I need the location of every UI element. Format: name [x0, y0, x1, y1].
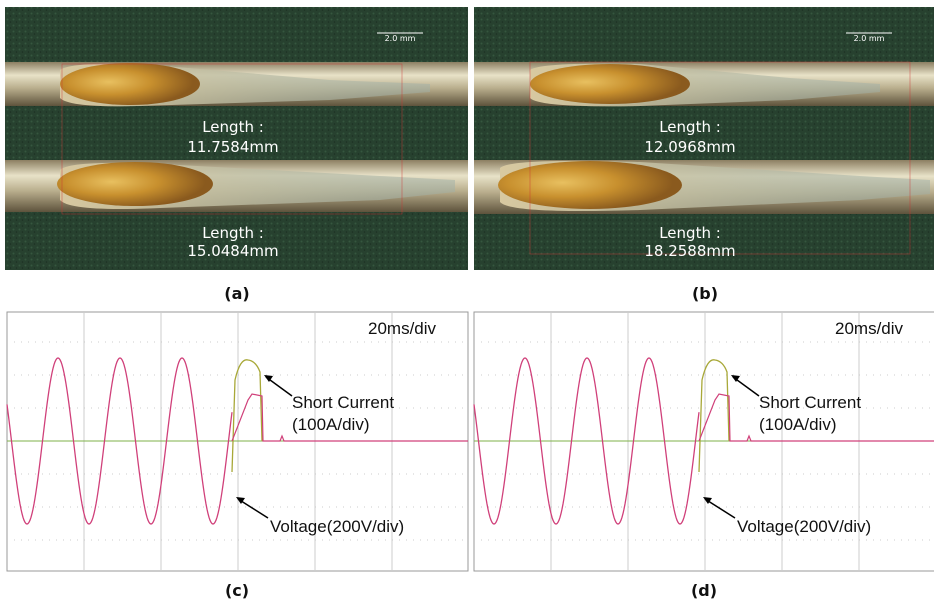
length-caption: Length : [659, 224, 721, 242]
scope-panel: 20ms/div Short Current (100A/div) Voltage(2… [473, 311, 934, 600]
length-value: 11.7584mm [187, 138, 278, 156]
arrow [265, 376, 293, 397]
arrowhead [703, 497, 712, 504]
length-value: 15.0484mm [187, 242, 278, 260]
arrowhead [731, 375, 740, 382]
length-value: 12.0968mm [644, 138, 735, 156]
current-label: Short Current [759, 393, 861, 412]
length-caption: Length : [202, 224, 264, 242]
photo-b: 2.0 mm Length : 12.0968mm Length : 18.25… [474, 7, 934, 270]
length-caption: Length : [659, 118, 721, 136]
arc-trace [698, 393, 934, 442]
panel-label: (d) [691, 581, 717, 600]
scale-bar: 2.0 mm [854, 34, 885, 43]
arrowhead [264, 375, 273, 382]
length-value: 18.2588mm [644, 242, 735, 260]
current-scale: (100A/div) [292, 415, 369, 434]
panel-label: (c) [225, 581, 249, 600]
panel-label: (a) [224, 284, 249, 303]
voltage-trace [473, 357, 700, 525]
arrow [237, 498, 269, 519]
current-scale: (100A/div) [759, 415, 836, 434]
current-trace [698, 359, 730, 473]
voltage-label: Voltage(200V/div) [270, 517, 404, 536]
scope-panel: 20ms/div Short Current (100A/div) Voltage(2… [6, 311, 469, 600]
voltage-label: Voltage(200V/div) [737, 517, 871, 536]
arrowhead [236, 497, 245, 504]
voltage-trace [6, 357, 233, 525]
timebase: 20ms/div [835, 319, 904, 338]
arrow [732, 376, 760, 397]
current-label: Short Current [292, 393, 394, 412]
current-trace [231, 359, 263, 473]
scale-bar: 2.0 mm [385, 34, 416, 43]
photo-a: 2.0 mm Length : 11.7584mm Length : 15.04… [5, 7, 468, 270]
panel-label: (b) [692, 284, 718, 303]
arrow [704, 498, 736, 519]
length-caption: Length : [202, 118, 264, 136]
timebase: 20ms/div [368, 319, 437, 338]
arc-trace [231, 393, 468, 442]
